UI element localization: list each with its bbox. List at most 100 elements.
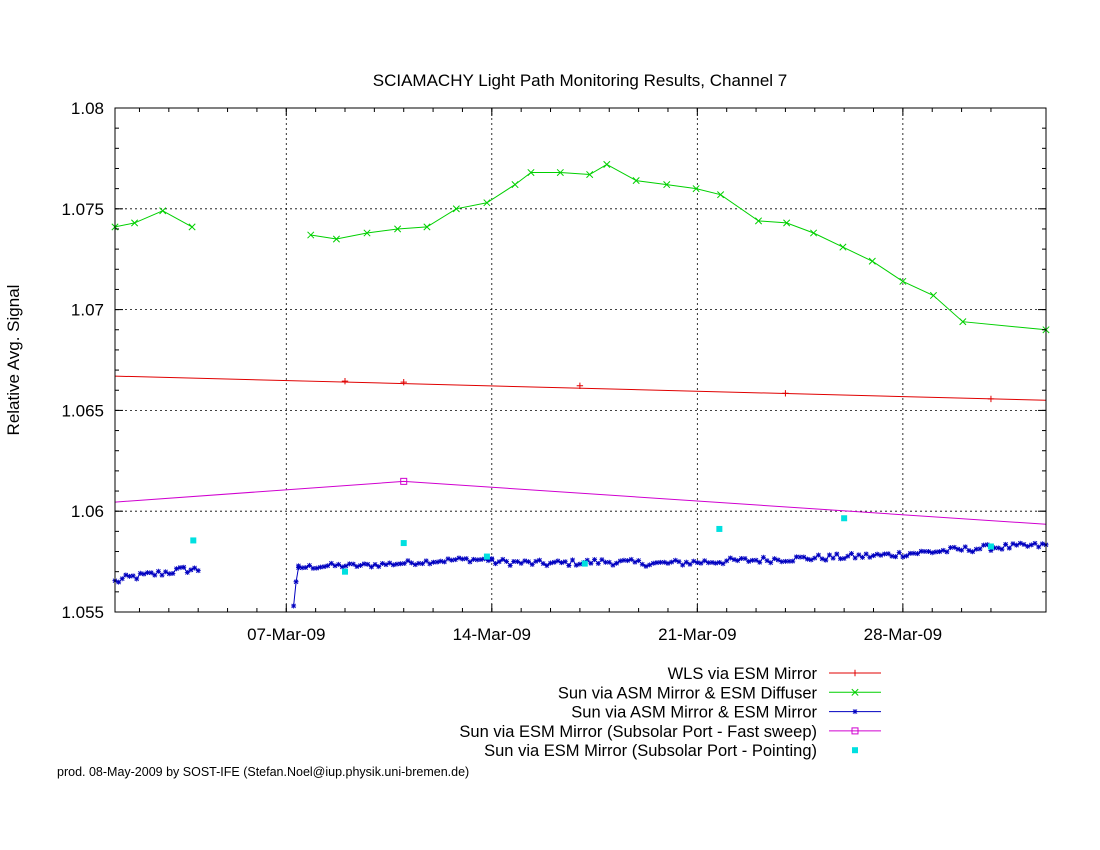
y-tick-label: 1.08: [71, 99, 104, 118]
data-point: [852, 555, 858, 561]
data-point: [1017, 540, 1023, 546]
data-point: [783, 219, 791, 227]
data-point: [867, 554, 873, 560]
data-point: [595, 560, 601, 566]
data-point: [893, 554, 899, 560]
data-point: [372, 561, 378, 567]
data-point: [716, 559, 722, 565]
data-point: [387, 560, 393, 566]
data-point: [544, 563, 550, 569]
data-point: [518, 560, 524, 566]
data-point: [325, 563, 331, 569]
data-point: [955, 546, 961, 552]
data-point: [709, 559, 715, 565]
legend-label: Sun via ESM Mirror (Subsolar Port - Fast…: [459, 723, 817, 741]
data-point: [727, 555, 733, 561]
data-point: [529, 561, 535, 567]
data-point: [341, 568, 348, 575]
data-point: [514, 559, 520, 565]
data-point: [496, 559, 502, 565]
data-point: [303, 565, 309, 571]
data-point: [742, 556, 748, 562]
data-point: [970, 549, 976, 555]
data-point: [471, 556, 477, 562]
data-point: [1025, 543, 1031, 549]
data-point: [588, 560, 594, 566]
data-point: [987, 543, 994, 550]
data-point: [537, 557, 543, 563]
data-point: [782, 390, 789, 397]
data-point: [390, 562, 396, 568]
data-point: [341, 377, 349, 385]
data-point: [948, 545, 954, 551]
data-point: [492, 561, 498, 567]
data-point: [625, 558, 631, 564]
data-point: [126, 573, 132, 579]
axis-labels: 1.055 1.06 1.065 1.07 1.075 1.08 07-Mar-09 14-M…: [61, 99, 942, 644]
data-point: [944, 549, 950, 555]
data-point: [915, 551, 921, 557]
data-point: [405, 558, 411, 564]
series-layer: [111, 160, 1050, 609]
data-point: [746, 558, 752, 564]
data-point: [621, 557, 627, 563]
data-point: [658, 559, 664, 565]
data-point: [738, 555, 744, 561]
data-point: [713, 560, 719, 566]
data-point: [555, 558, 561, 564]
data-point: [293, 579, 299, 585]
data-point: [933, 549, 939, 555]
data-point: [672, 557, 678, 563]
data-point: [654, 560, 660, 566]
data-point: [483, 199, 491, 207]
data-point: [573, 562, 579, 568]
data-point: [354, 564, 360, 570]
data-point: [434, 559, 440, 565]
data-point: [383, 562, 389, 568]
data-point: [929, 550, 935, 556]
data-point: [863, 551, 869, 557]
data-point: [526, 559, 532, 565]
data-point: [416, 560, 422, 566]
data-point: [1028, 542, 1034, 548]
data-point: [130, 573, 136, 579]
data-point: [195, 568, 201, 574]
data-point: [698, 560, 704, 566]
data-point: [427, 561, 433, 567]
data-point: [859, 554, 865, 560]
x-tick-label: 14-Mar-09: [453, 625, 531, 644]
data-point: [959, 318, 967, 326]
data-point: [995, 545, 1001, 551]
data-point: [683, 559, 689, 565]
data-point: [804, 556, 810, 562]
data-point: [584, 557, 590, 563]
data-point: [731, 557, 737, 563]
data-point: [409, 560, 415, 566]
data-point: [636, 558, 642, 564]
data-point: [680, 562, 686, 568]
data-point: [871, 553, 877, 559]
data-point: [170, 570, 176, 576]
data-point: [702, 558, 708, 564]
series-4: [114, 477, 1047, 525]
data-point: [764, 558, 770, 564]
data-point: [768, 560, 774, 566]
y-tick-label: 1.065: [61, 401, 104, 420]
data-point: [918, 548, 924, 554]
data-point: [834, 551, 840, 557]
data-point: [815, 552, 821, 558]
data-point: [1032, 540, 1038, 546]
legend-label: Sun via ASM Mirror & ESM Diffuser: [558, 684, 818, 702]
data-point: [810, 229, 818, 237]
data-point: [603, 160, 611, 169]
data-point: [977, 546, 983, 552]
data-point: [899, 277, 907, 285]
y-axis-label: Relative Avg. Signal: [4, 285, 23, 436]
data-point: [163, 569, 169, 575]
data-point: [632, 177, 640, 185]
series-5: [190, 515, 994, 575]
data-point: [577, 561, 583, 567]
series-2: [111, 160, 1050, 334]
data-point: [705, 560, 711, 566]
data-point: [368, 564, 374, 570]
